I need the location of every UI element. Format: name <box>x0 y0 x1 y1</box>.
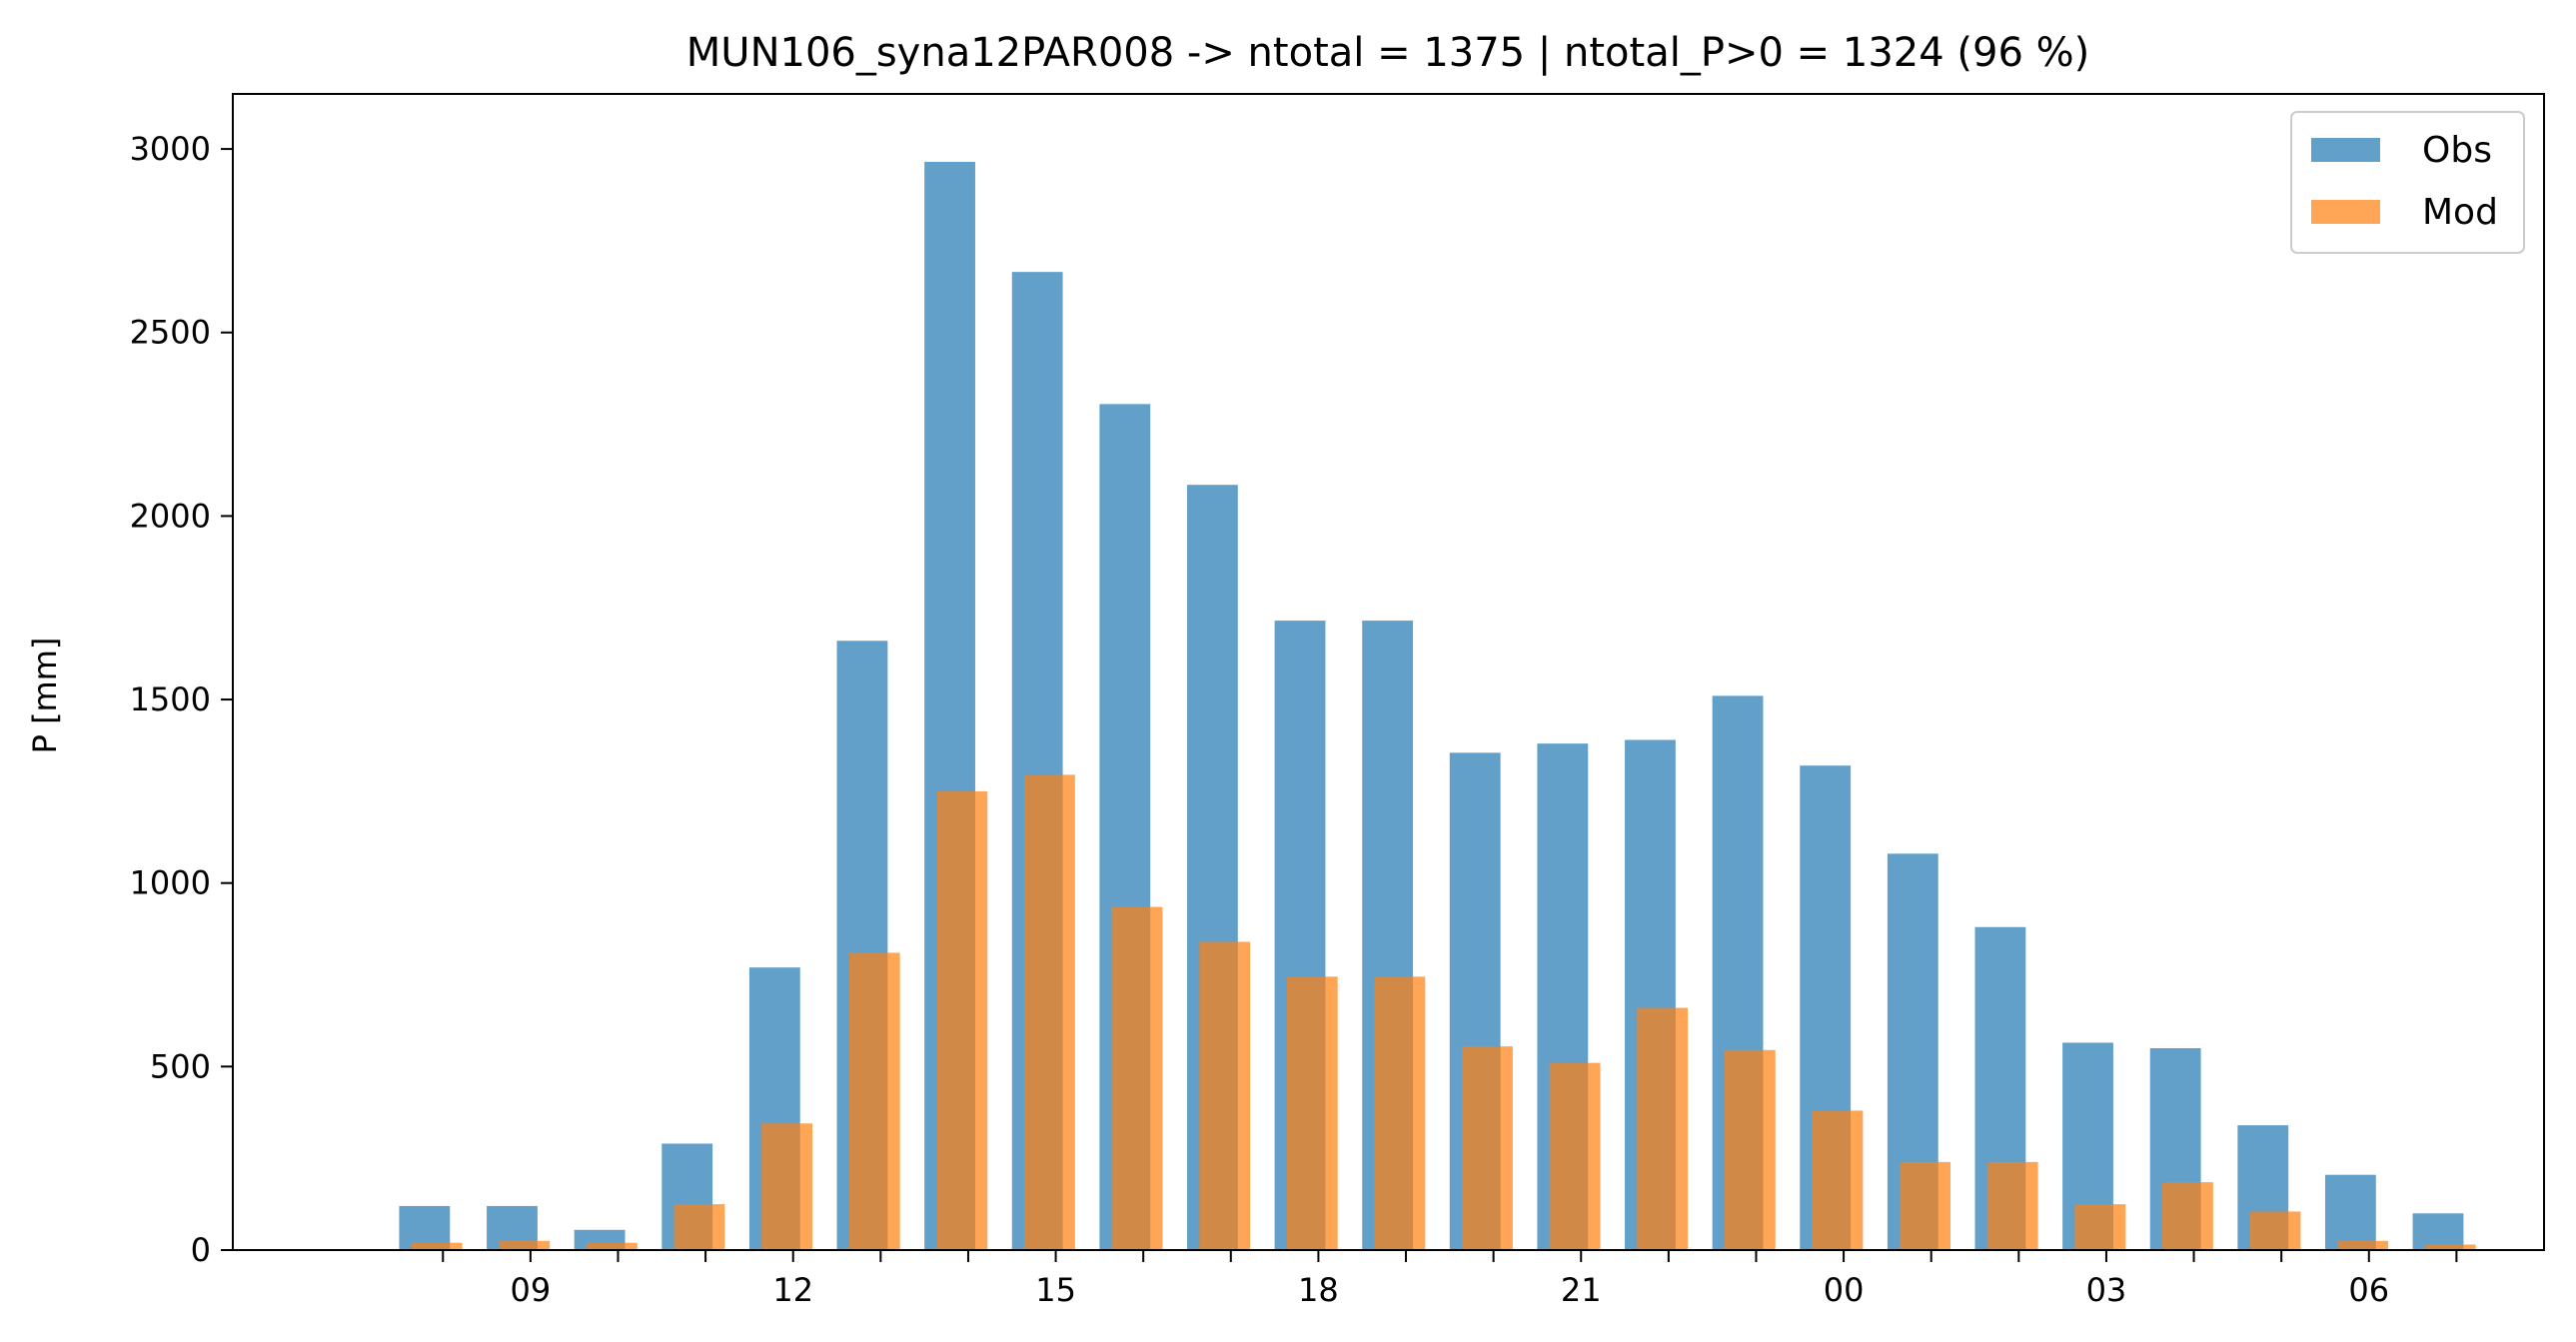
x-axis: 09 12 15 18 21 00 03 06 <box>442 1250 2458 1309</box>
bar-obs-23 <box>2412 1213 2464 1250</box>
y-axis-label: P [mm] <box>26 638 64 754</box>
bar-mod-10 <box>1286 976 1338 1250</box>
bar-mod-3 <box>673 1204 725 1250</box>
x-tick-label: 09 <box>511 1271 552 1309</box>
bar-mod-7 <box>1024 774 1075 1250</box>
bar-mod-18 <box>1986 1161 2038 1250</box>
legend-label-obs: Obs <box>2422 130 2492 171</box>
x-tick-label: 00 <box>1824 1271 1865 1309</box>
bar-obs-22 <box>2324 1174 2376 1250</box>
bar-mod-12 <box>1462 1046 1513 1250</box>
bar-mod-16 <box>1812 1110 1864 1250</box>
bar-mod-21 <box>2249 1211 2301 1250</box>
bar-mod-1 <box>499 1240 551 1250</box>
legend-swatch-mod <box>2311 200 2380 224</box>
y-tick-label: 0 <box>191 1231 211 1269</box>
x-tick-label: 06 <box>2348 1271 2389 1309</box>
x-tick-label: 21 <box>1561 1271 1602 1309</box>
bar-mod-5 <box>848 952 900 1250</box>
obs-bars <box>399 161 2464 1251</box>
x-tick-label: 03 <box>2086 1271 2127 1309</box>
mod-bars <box>411 774 2476 1250</box>
bar-mod-6 <box>936 790 988 1250</box>
x-tick-label: 18 <box>1298 1271 1339 1309</box>
legend-label-mod: Mod <box>2422 192 2498 233</box>
legend: Obs Mod <box>2290 111 2525 254</box>
y-tick-label: 1500 <box>130 680 211 718</box>
bar-mod-8 <box>1111 906 1163 1250</box>
bar-mod-22 <box>2337 1240 2389 1250</box>
y-axis: 0 500 1000 1500 2000 2500 3000 <box>130 130 233 1269</box>
bar-mod-17 <box>1900 1161 1950 1250</box>
bar-mod-0 <box>411 1242 463 1250</box>
bar-mod-15 <box>1724 1049 1776 1250</box>
chart-title: MUN106_syna12PAR008 -> ntotal = 1375 | n… <box>686 30 2089 76</box>
legend-swatch-obs <box>2311 138 2380 162</box>
y-tick-label: 500 <box>150 1047 211 1085</box>
bar-mod-14 <box>1637 1007 1689 1250</box>
bar-mod-19 <box>2074 1204 2126 1250</box>
y-tick-label: 3000 <box>130 130 211 168</box>
y-tick-label: 2000 <box>130 497 211 535</box>
x-tick-label: 15 <box>1035 1271 1076 1309</box>
bar-mod-4 <box>761 1123 813 1250</box>
bar-mod-23 <box>2424 1244 2476 1250</box>
bar-mod-11 <box>1374 976 1426 1250</box>
bar-mod-20 <box>2162 1182 2213 1250</box>
bar-mod-13 <box>1549 1062 1601 1250</box>
x-tick-label: 12 <box>772 1271 813 1309</box>
bar-mod-9 <box>1199 941 1251 1250</box>
y-tick-label: 1000 <box>130 864 211 902</box>
plot-frame <box>232 93 2545 1251</box>
y-tick-label: 2500 <box>130 314 211 352</box>
bar-mod-2 <box>586 1242 638 1250</box>
